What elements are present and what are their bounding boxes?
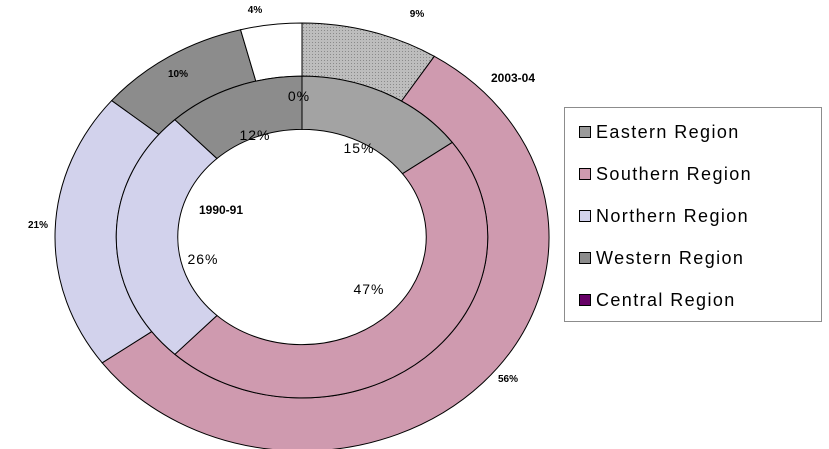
label-2003-04-western: 10% [168,69,188,80]
label-1990-91-eastern: 15% [343,140,374,156]
legend-item-northern: Northern Region [579,204,749,228]
legend-item-southern: Southern Region [579,162,752,186]
slice-1990-91-southern [174,141,489,399]
legend-label-northern: Northern Region [596,205,750,226]
legend-swatch-western [579,252,591,264]
chart-legend: Eastern Region Southern Region Northern … [564,107,822,322]
label-2003-04-southern: 56% [498,374,518,385]
label-2003-04-eastern: 9% [410,9,425,20]
legend-swatch-northern [579,210,591,222]
label-1990-91-central: 0% [288,88,310,104]
ring-label-1990-91: 1990-91 [199,203,243,217]
legend-swatch-eastern [579,126,591,138]
legend-label-southern: Southern Region [596,163,753,184]
legend-label-central: Central Region [596,289,736,310]
legend-swatch-central [579,294,591,306]
legend-item-central: Central Region [579,288,736,312]
label-1990-91-southern: 47% [353,281,384,297]
label-1990-91-northern: 26% [187,251,218,267]
label-2003-04-northern: 21% [28,220,48,231]
ring-label-2003-04: 2003-04 [491,71,535,85]
slice-1990-91-western [174,75,303,160]
label-1990-91-western: 12% [239,127,270,143]
label-2003-04-central: 4% [248,5,263,16]
legend-item-eastern: Eastern Region [579,120,740,144]
legend-label-western: Western Region [596,247,745,268]
legend-swatch-southern [579,168,591,180]
legend-item-western: Western Region [579,246,744,270]
slice-1990-91-northern [115,119,218,355]
legend-label-eastern: Eastern Region [596,121,740,142]
